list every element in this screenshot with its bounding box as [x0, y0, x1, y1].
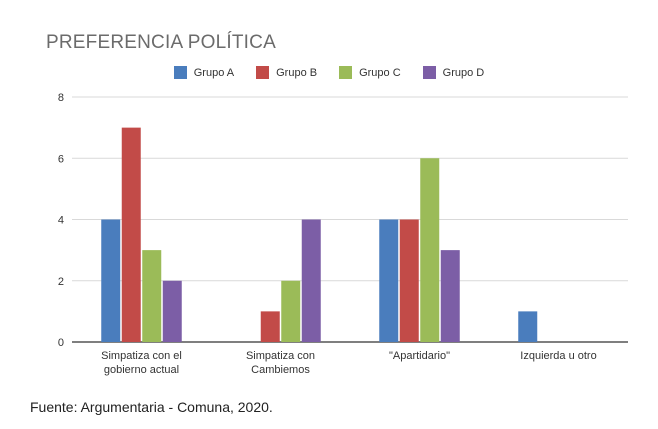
- x-tick-label-3-line-1: "Apartidario": [389, 350, 450, 362]
- y-tick-label-0: 0: [58, 337, 64, 349]
- source-note: Fuente: Argumentaria - Comuna, 2020.: [30, 399, 273, 415]
- legend-swatch-3: [339, 66, 353, 79]
- legend-item-3: Grupo C: [339, 66, 401, 79]
- chart-legend: Grupo A Grupo B Grupo C Grupo D: [0, 66, 658, 79]
- legend-label-1: Grupo A: [193, 66, 235, 79]
- y-tick-label-2: 2: [58, 276, 64, 288]
- bar-grupo-a-cat-4: [518, 311, 538, 342]
- x-tick-label-1-line-2: gobierno actual: [104, 364, 179, 376]
- chart-title: PREFERENCIA POLÍTICA: [46, 32, 276, 53]
- legend-label-2: Grupo B: [276, 66, 318, 79]
- bar-grupo-b-cat-2: [260, 311, 280, 342]
- bar-grupo-d-cat-3: [440, 250, 460, 342]
- y-tick-label-4: 4: [58, 215, 64, 227]
- legend-item-2: Grupo B: [256, 66, 317, 79]
- bar-grupo-b-cat-3: [399, 219, 419, 342]
- x-tick-label-2-line-2: Cambiemos: [251, 364, 310, 376]
- legend-swatch-2: [256, 66, 270, 79]
- bar-grupo-a-cat-3: [379, 219, 399, 342]
- x-tick-label-2-line-1: Simpatiza con: [246, 350, 315, 362]
- legend-label-4: Grupo D: [442, 66, 485, 79]
- bar-grupo-a-cat-1: [101, 219, 121, 342]
- y-tick-label-6: 6: [58, 153, 64, 165]
- x-tick-label-4-line-1: Izquierda u otro: [520, 350, 596, 362]
- bar-grupo-c-cat-1: [142, 250, 162, 342]
- legend-item-4: Grupo D: [422, 66, 485, 79]
- legend-swatch-1: [173, 66, 187, 79]
- legend-item-1: Grupo A: [173, 66, 235, 79]
- bar-grupo-d-cat-1: [162, 280, 182, 342]
- legend-label-3: Grupo C: [359, 66, 401, 79]
- bar-grupo-b-cat-1: [121, 127, 141, 342]
- legend-swatch-4: [422, 66, 436, 79]
- bar-grupo-c-cat-3: [420, 158, 440, 342]
- x-tick-label-1-line-1: Simpatiza con el: [101, 350, 182, 362]
- bar-grupo-c-cat-2: [281, 280, 301, 342]
- y-tick-label-8: 8: [58, 92, 64, 104]
- bar-grupo-d-cat-2: [301, 219, 321, 342]
